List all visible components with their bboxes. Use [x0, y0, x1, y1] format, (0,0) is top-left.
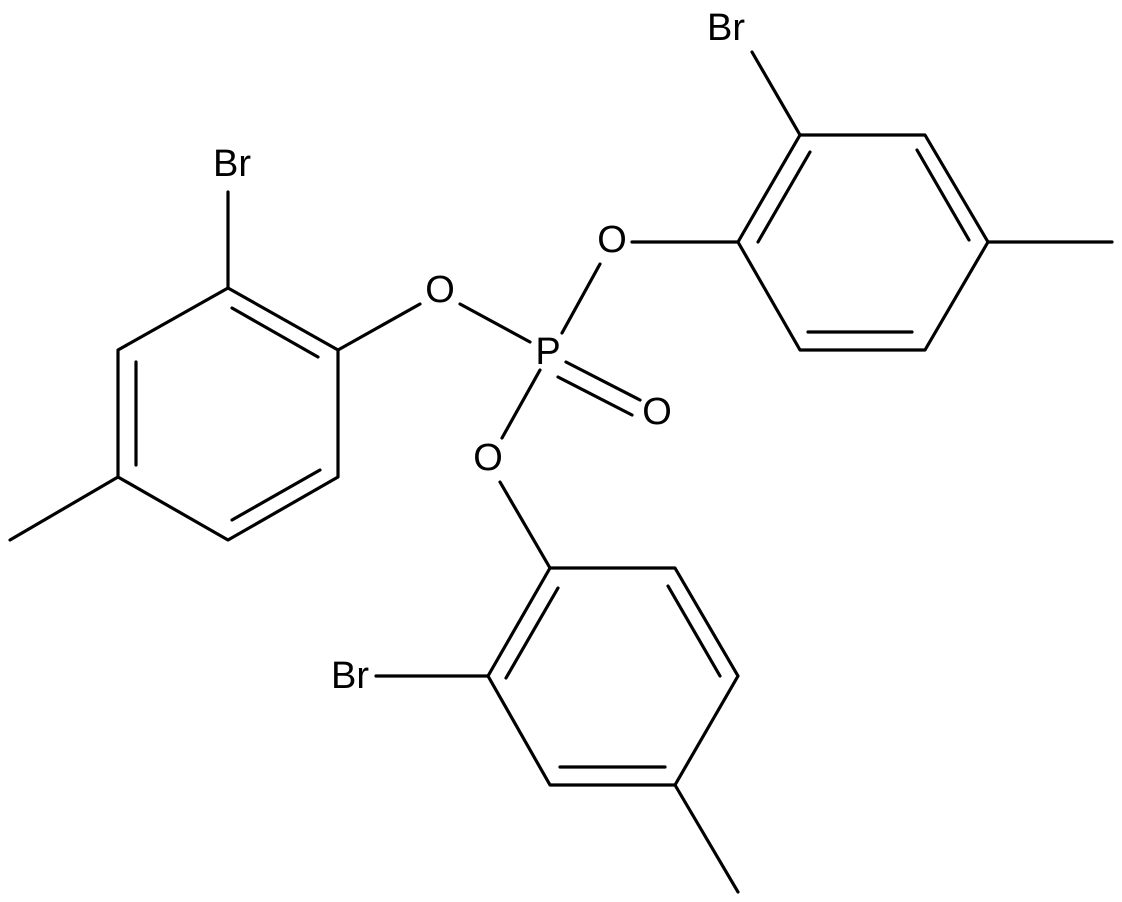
ring-bottom [486, 566, 740, 787]
bond [8, 475, 120, 542]
double-bond [915, 148, 971, 242]
double-bond [556, 375, 634, 417]
bond [458, 302, 532, 344]
bond [500, 368, 542, 440]
double-bond [230, 468, 322, 522]
atom-label: O [597, 219, 627, 261]
double-bond [504, 586, 560, 680]
atom-label: Br [331, 655, 369, 697]
atom-label: O [642, 391, 672, 433]
bond [498, 480, 552, 570]
double-bond [230, 306, 320, 359]
atom-label: Br [707, 7, 745, 49]
bond [560, 262, 602, 335]
double-bond [666, 584, 722, 678]
bond [673, 783, 740, 894]
atom-label: O [425, 269, 455, 311]
bond [750, 50, 802, 137]
atom-label: Br [213, 143, 251, 185]
atom-label: O [473, 437, 503, 479]
ring-right [736, 133, 990, 352]
ring-left [116, 286, 340, 542]
double-bond [564, 360, 642, 402]
double-bond [756, 150, 812, 244]
bonds [8, 50, 1114, 894]
atom-label: P [535, 331, 560, 373]
bond [336, 302, 422, 352]
